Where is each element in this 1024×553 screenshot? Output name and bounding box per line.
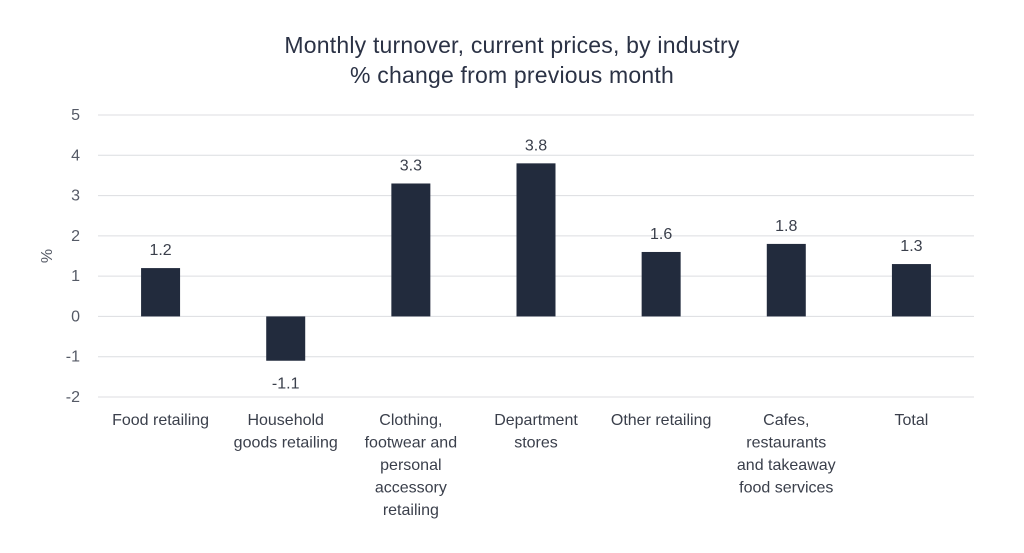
y-tick-label: 1 — [71, 268, 80, 285]
x-tick-label: Household goods retailing — [234, 412, 338, 452]
y-axis-title: % — [39, 249, 56, 263]
y-tick-label: -2 — [66, 389, 80, 406]
x-tick-label: Clothing, footwear and personal accessory re… — [365, 412, 458, 519]
data-label: 1.6 — [650, 226, 672, 243]
bar — [141, 268, 181, 317]
data-label: 1.2 — [149, 242, 171, 259]
y-tick-label: 3 — [71, 188, 80, 205]
bar — [766, 243, 806, 317]
x-tick-label: Other retailing — [611, 412, 712, 429]
data-label: -1.1 — [272, 376, 300, 393]
data-label: 1.8 — [775, 218, 797, 235]
bar — [266, 316, 306, 361]
y-tick-label: 5 — [71, 107, 80, 124]
bar — [641, 251, 681, 317]
y-tick-label: 4 — [71, 147, 80, 164]
y-tick-label: 2 — [71, 228, 80, 245]
y-tick-label: 0 — [71, 308, 80, 325]
x-tick-label: Food retailing — [112, 412, 209, 429]
x-tick-label: Total — [895, 412, 929, 429]
bar — [891, 264, 931, 317]
x-tick-label: Department stores — [494, 412, 578, 452]
chart-title: Monthly turnover, current prices, by ind… — [284, 32, 740, 58]
data-label: 3.8 — [525, 137, 547, 154]
y-tick-label: -1 — [66, 349, 80, 366]
chart-subtitle: % change from previous month — [350, 62, 674, 88]
bar — [391, 183, 431, 317]
data-label: 1.3 — [900, 238, 922, 255]
bar — [516, 163, 556, 317]
data-label: 3.3 — [400, 157, 422, 174]
x-tick-label: Cafes, restaurants and takeaway food servic… — [737, 412, 836, 497]
